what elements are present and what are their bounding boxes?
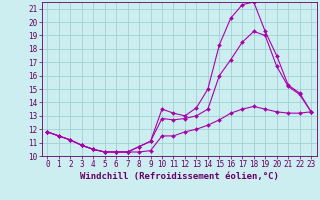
X-axis label: Windchill (Refroidissement éolien,°C): Windchill (Refroidissement éolien,°C) bbox=[80, 172, 279, 181]
